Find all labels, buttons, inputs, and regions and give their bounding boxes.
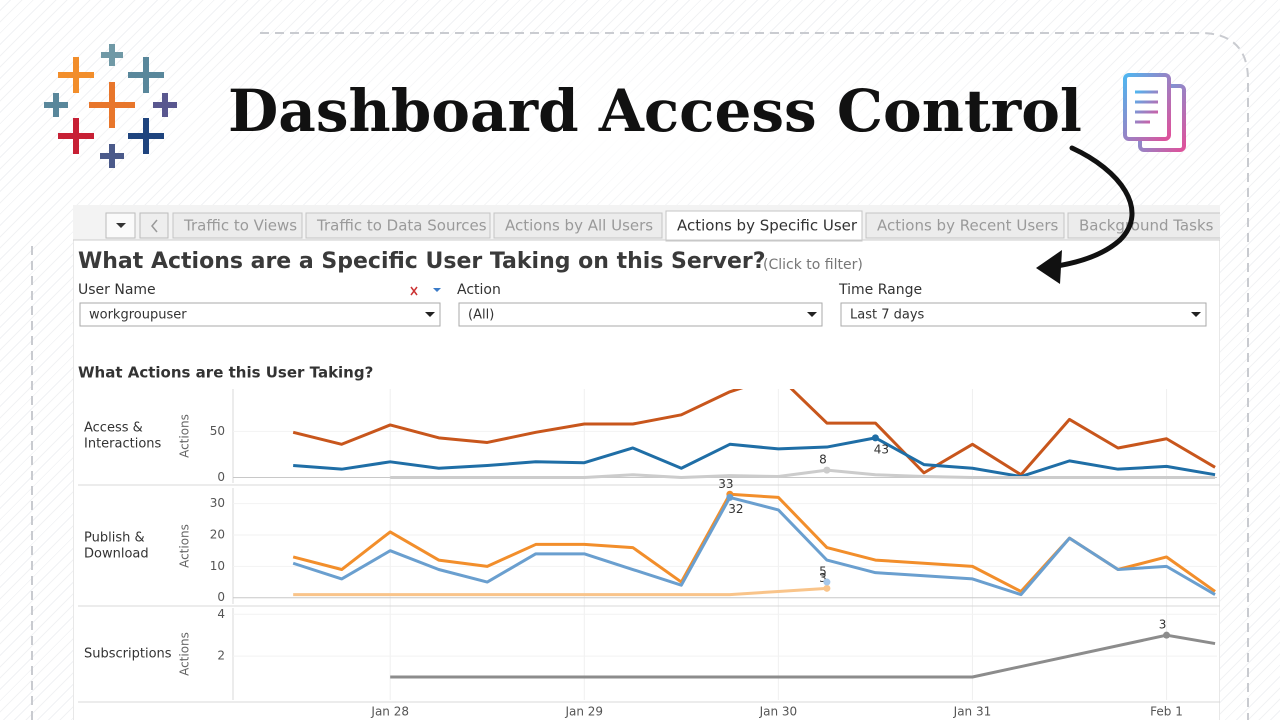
clear-filter-icon[interactable] [410, 286, 418, 296]
screenshot-bg [73, 205, 1220, 720]
prev-icon [151, 219, 158, 233]
x-tick-label: Jan 30 [759, 705, 798, 719]
glow [20, 30, 1260, 230]
y-axis-title: Actions [178, 524, 192, 568]
dropdown-arrow [807, 312, 817, 317]
series-line [390, 633, 1216, 679]
dashboard-title: What Actions are a Specific User Taking … [78, 249, 766, 274]
point [823, 584, 831, 592]
y-tick-label: 20 [210, 528, 225, 542]
prev-button[interactable] [139, 212, 169, 239]
arrow [1039, 145, 1135, 271]
filter-label: User Name [78, 282, 156, 298]
tab[interactable] [305, 212, 491, 239]
row-label: Interactions [84, 437, 162, 452]
data-label: 43 [874, 442, 889, 456]
tab-label: Actions by Recent Users [877, 217, 1059, 235]
tab-label: Background Tasks [1079, 217, 1214, 235]
data-label: 3 [1159, 618, 1167, 632]
series-line [292, 495, 1216, 597]
point [823, 578, 831, 586]
plot [292, 492, 1216, 597]
y-axis-title: Actions [178, 632, 192, 676]
tabs: Traffic to Views Traffic to Data Sources A… [172, 210, 1238, 242]
arrow-head [1036, 250, 1062, 284]
series-line [292, 389, 1216, 477]
filter-label: Time Range [838, 282, 922, 298]
data-label: 3 [819, 571, 827, 585]
y-tick-label: 10 [210, 559, 225, 573]
y-tick-label: 0 [217, 470, 225, 484]
filters: User Name workgroupuser Action (All) Time Ra… [78, 282, 1207, 327]
chart: Jan 28 Jan 29 Jan 30 Jan 31 Feb 1 Access &Int… [78, 389, 1220, 719]
dropdown-arrow [425, 312, 435, 317]
y-axis-title: Actions [178, 414, 192, 458]
dashboard-hint: (Click to filter) [763, 257, 863, 273]
tab-label: Traffic to Views [183, 217, 297, 235]
dropdown-arrow [1191, 312, 1201, 317]
data-label: 8 [819, 453, 827, 467]
row-label: Subscriptions [84, 647, 172, 662]
dropdown-value: Last 7 days [850, 308, 925, 323]
tab-label: Actions by Specific User [677, 217, 858, 235]
y-tick-label: 0 [217, 590, 225, 604]
dropdown-value: workgroupuser [89, 308, 187, 323]
series-line [293, 436, 1216, 479]
row-label: Publish & [84, 531, 145, 546]
doc-icon [1123, 73, 1186, 152]
plot [390, 633, 1216, 679]
series-line [293, 586, 827, 597]
tab[interactable] [865, 212, 1065, 239]
point [1163, 631, 1171, 639]
tab-label: Traffic to Data Sources [316, 217, 487, 235]
data-label: 5 [819, 565, 827, 579]
x-tick-label: Feb 1 [1150, 705, 1183, 719]
tab-label: Actions by All Users [505, 217, 653, 235]
section-title: What Actions are this User Taking? [78, 364, 373, 382]
dropdown-value: (All) [468, 308, 494, 323]
series-line [390, 468, 1216, 479]
y-tick-label: 2 [217, 649, 225, 663]
y-tick-label: 50 [210, 424, 225, 438]
dropdown[interactable] [840, 302, 1207, 327]
filter-menu-icon[interactable] [433, 288, 441, 292]
logo [44, 44, 177, 168]
dropdown[interactable] [79, 302, 441, 327]
x-tick-label: Jan 28 [370, 705, 409, 719]
screenshot: Traffic to Views Traffic to Data Sources A… [73, 205, 1238, 720]
data-label: 32 [728, 502, 743, 516]
menu-icon [116, 223, 126, 228]
x-tick-label: Jan 29 [564, 705, 603, 719]
plot [292, 389, 1216, 479]
tab[interactable] [493, 212, 663, 239]
tab[interactable] [1067, 212, 1238, 239]
y-tick-label: 30 [210, 496, 225, 510]
row-label: Access & [84, 421, 143, 436]
tab[interactable] [665, 210, 863, 242]
data-label: 33 [718, 477, 733, 491]
tab[interactable] [172, 212, 303, 239]
point [871, 434, 879, 442]
filter-label: Action [457, 282, 501, 298]
y-tick-label: 4 [217, 607, 225, 621]
dropdown[interactable] [458, 302, 823, 327]
row-label: Download [84, 547, 149, 562]
dashed-frame [31, 32, 1249, 720]
point [726, 493, 734, 501]
x-tick-label: Jan 31 [953, 705, 992, 719]
page-title: Dashboard Access Control [228, 77, 1082, 145]
point [823, 466, 831, 474]
